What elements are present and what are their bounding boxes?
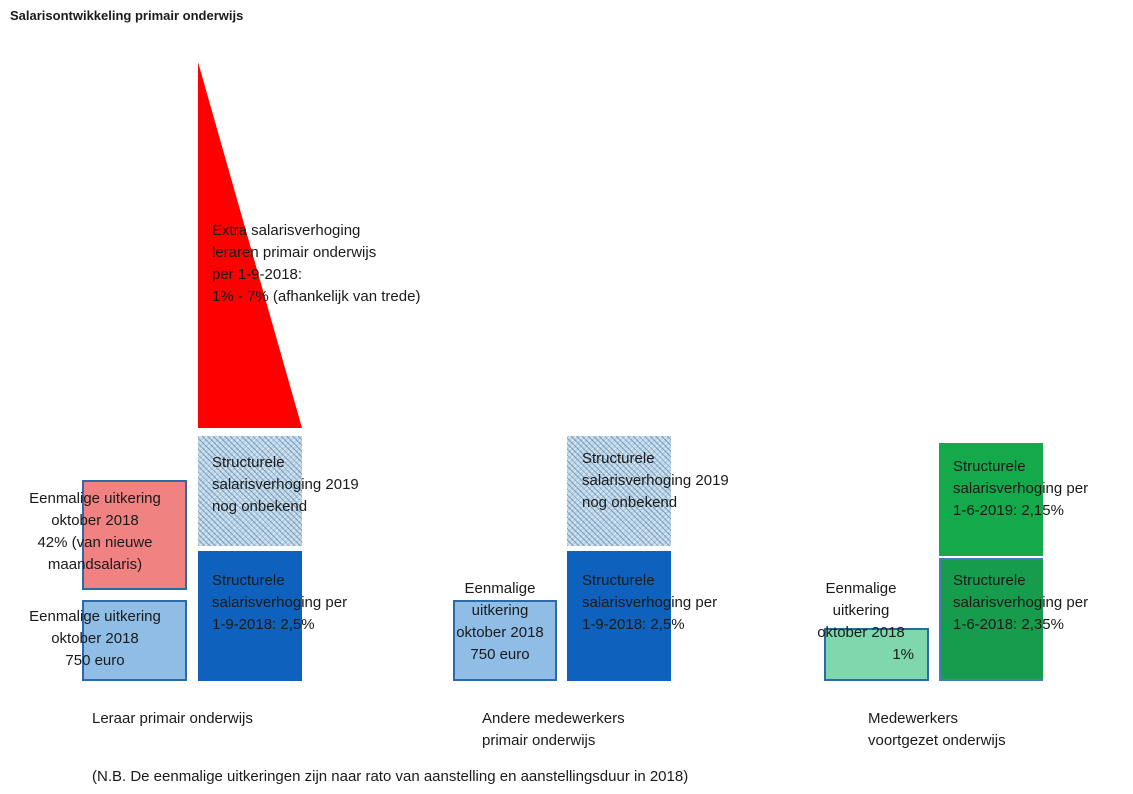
g1-once-euro-label: Eenmalige uitkering oktober 2018 750 eur… <box>29 608 161 669</box>
footnote: (N.B. De eenmalige uitkeringen zijn naar… <box>92 768 689 785</box>
g3-once-pct-block <box>824 628 929 681</box>
g1-group-label: Leraar primair onderwijs <box>92 710 253 727</box>
g3-once-pct-label: Eenmalige uitkering oktober 2018 1% <box>817 580 914 663</box>
g3-structural-2019-label: Structurele salarisverhoging per 1-6-201… <box>953 458 1089 519</box>
g2-once-euro-block <box>453 600 557 681</box>
g1-structural-2018-block <box>198 551 302 681</box>
g2-group-label: Andere medewerkers primair onderwijs <box>482 710 625 749</box>
g1-extra-label: Extra salarisverhoging leraren primair o… <box>212 222 421 305</box>
g2-structural-2019-label: Structurele salarisverhoging 2019 nog on… <box>582 450 729 511</box>
g1-structural-2019-block <box>198 436 302 546</box>
g3-structural-2018-block <box>939 558 1043 681</box>
g1-once-pct-block <box>82 480 187 590</box>
g1-structural-2018-label: Structurele salarisverhoging per 1-9-201… <box>212 572 348 633</box>
g3-structural-2018-label: Structurele salarisverhoging per 1-6-201… <box>953 572 1089 633</box>
g3-structural-2019-block <box>939 443 1043 556</box>
g2-structural-2019-block <box>567 436 671 546</box>
page-title: Salarisontwikkeling primair onderwijs <box>10 8 244 23</box>
g1-structural-2019-label: Structurele salarisverhoging 2019 nog on… <box>212 454 359 515</box>
g2-structural-2018-label: Structurele salarisverhoging per 1-9-201… <box>582 572 718 633</box>
g1-once-euro-block <box>82 600 187 681</box>
extra-raise-triangle <box>198 62 302 428</box>
g2-once-euro-label: Eenmalige uitkering oktober 2018 750 eur… <box>456 580 544 663</box>
g1-once-pct-label: Eenmalige uitkering oktober 2018 42% (va… <box>29 490 161 573</box>
g3-group-label: Medewerkers voortgezet onderwijs <box>868 710 1006 749</box>
g2-structural-2018-block <box>567 551 671 681</box>
